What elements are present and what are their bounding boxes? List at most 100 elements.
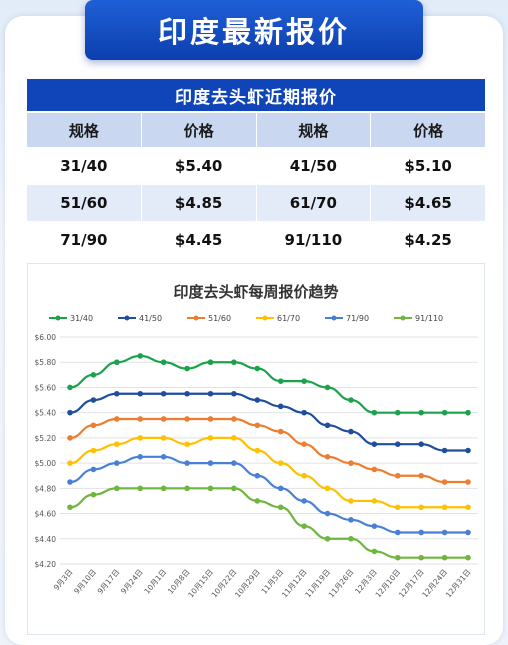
data-point <box>301 409 307 416</box>
data-point <box>277 378 284 384</box>
x-tick-label: 9月10日 <box>72 568 98 596</box>
data-point <box>184 416 190 422</box>
x-tick-label: 12月31日 <box>444 568 473 600</box>
y-tick-label: $5.20 <box>35 434 57 443</box>
legend-label: 41/50 <box>139 314 162 323</box>
table-cell: $5.10 <box>371 148 485 184</box>
data-point <box>207 485 214 492</box>
table-cell: 61/70 <box>256 185 371 221</box>
table-cell: $4.25 <box>371 222 485 258</box>
data-point <box>90 372 97 378</box>
data-point <box>418 554 424 561</box>
data-point <box>254 397 261 403</box>
legend-label: 91/110 <box>415 314 443 323</box>
x-tick-label: 10月1日 <box>142 568 168 596</box>
data-point <box>254 447 261 454</box>
data-point <box>371 466 378 473</box>
table-header: 价格 <box>141 113 256 147</box>
y-tick-label: $5.40 <box>35 409 57 418</box>
data-point <box>324 485 331 492</box>
data-point <box>441 409 448 416</box>
chart-title: 印度去头虾每周报价趋势 <box>173 283 338 301</box>
data-point <box>394 529 401 536</box>
data-point <box>348 428 354 435</box>
legend-marker <box>400 315 406 321</box>
series-line <box>69 417 468 484</box>
data-point <box>277 460 284 466</box>
table-row: 71/90 $4.45 91/110 $4.25 <box>27 222 485 258</box>
data-point <box>441 504 448 511</box>
data-point <box>441 447 448 454</box>
x-tick-label: 10月29日 <box>233 568 262 600</box>
data-point <box>324 510 331 517</box>
table-cell: $4.65 <box>371 185 485 221</box>
table-cell: $4.45 <box>141 222 256 258</box>
legend-label: 71/90 <box>346 314 369 323</box>
data-point <box>114 441 120 447</box>
data-point <box>184 485 190 492</box>
data-point <box>231 359 237 366</box>
data-point <box>465 554 471 561</box>
data-point <box>277 428 284 435</box>
table-title: 印度去头虾近期报价 <box>27 79 485 111</box>
data-point <box>90 397 97 403</box>
data-point <box>465 529 471 536</box>
data-point <box>207 390 214 397</box>
data-point <box>160 359 167 366</box>
table-cell: 71/90 <box>27 222 141 258</box>
data-point <box>67 479 73 485</box>
table-cell: 31/40 <box>27 148 141 184</box>
data-point <box>324 384 331 391</box>
table-header: 价格 <box>371 113 485 147</box>
data-point <box>207 359 214 366</box>
table-header: 规格 <box>256 113 371 147</box>
data-point <box>394 504 401 511</box>
data-point <box>324 535 331 542</box>
data-point <box>465 504 471 511</box>
trend-chart: 印度去头虾每周报价趋势 31/40 41/50 51/60 61/70 71/90 91/1… <box>27 263 485 635</box>
legend-label: 61/70 <box>277 314 300 323</box>
data-point <box>394 554 401 561</box>
data-point <box>160 390 167 397</box>
data-point <box>90 491 97 498</box>
data-point <box>184 460 190 466</box>
data-point <box>301 523 307 529</box>
data-point <box>465 409 471 416</box>
data-point <box>301 441 307 447</box>
table-cell: $4.85 <box>141 185 256 221</box>
data-point <box>324 422 331 429</box>
y-tick-label: $4.60 <box>35 510 57 519</box>
table-cell: 41/50 <box>256 148 371 184</box>
table-row: 51/60 $4.85 61/70 $4.65 <box>27 185 485 221</box>
data-point <box>465 447 471 454</box>
legend-marker <box>193 315 199 321</box>
table-header: 规格 <box>27 113 141 147</box>
data-point <box>137 454 144 460</box>
banner: 印度最新报价 <box>85 0 423 60</box>
data-point <box>137 416 144 422</box>
data-point <box>67 460 73 466</box>
data-point <box>441 554 448 561</box>
legend-marker <box>331 315 337 321</box>
data-point <box>90 466 97 473</box>
data-point <box>184 365 190 372</box>
data-point <box>371 548 378 555</box>
data-point <box>277 504 284 511</box>
data-point <box>441 479 448 485</box>
data-point <box>418 529 424 536</box>
data-point <box>114 460 120 466</box>
table-cell: 51/60 <box>27 185 141 221</box>
series-line <box>69 436 468 509</box>
data-point <box>301 498 307 504</box>
legend-marker <box>262 315 268 321</box>
data-point <box>301 378 307 384</box>
data-point <box>67 504 73 511</box>
data-point <box>160 416 167 422</box>
x-tick-label: 11月26日 <box>327 568 356 600</box>
data-point <box>90 422 97 429</box>
data-point <box>114 390 120 397</box>
y-tick-label: $6.00 <box>35 333 57 342</box>
legend-marker <box>55 315 61 321</box>
data-point <box>371 409 378 416</box>
y-tick-label: $4.20 <box>35 560 57 569</box>
